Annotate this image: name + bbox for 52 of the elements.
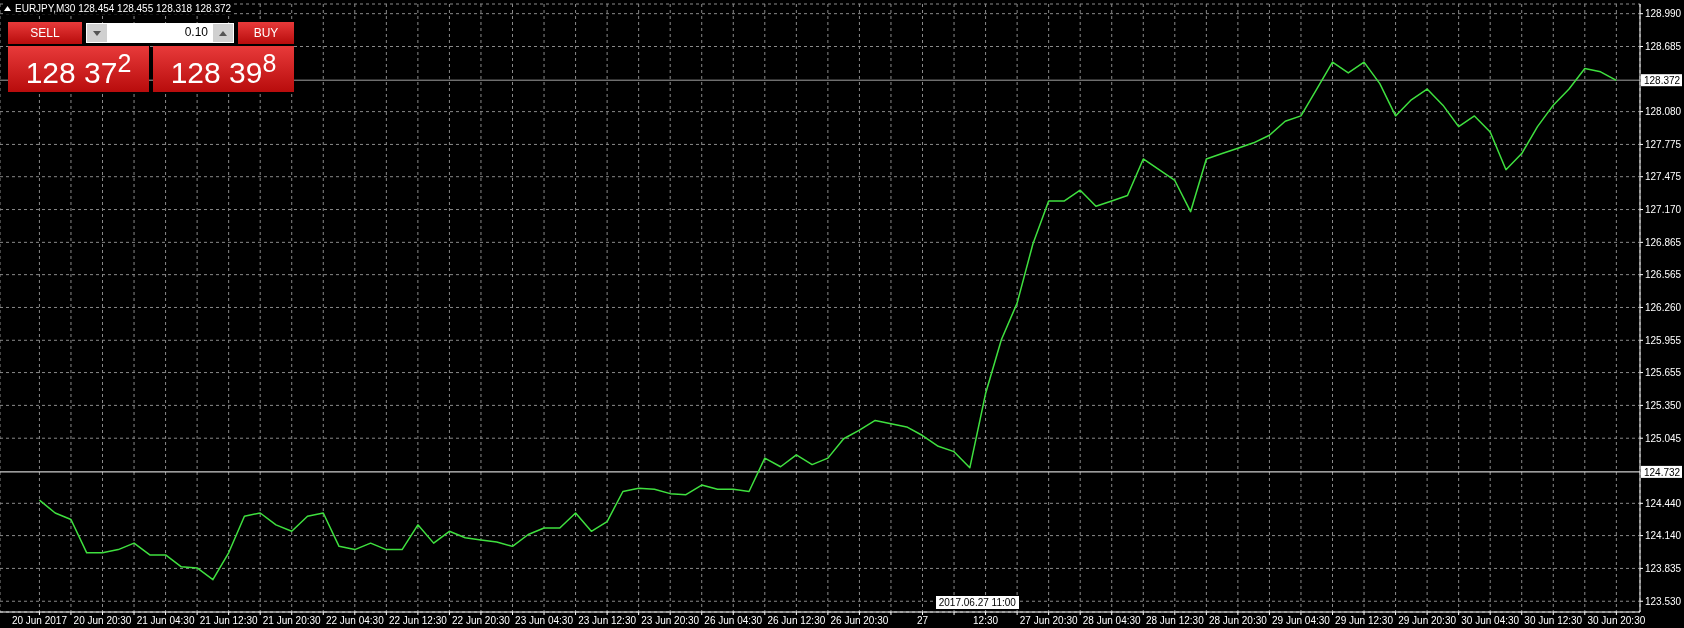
x-tick-label: 21 Jun 20:30	[262, 615, 322, 627]
ref-line-label: 124.732	[1644, 466, 1681, 478]
y-tick-label: 128.990	[1645, 8, 1682, 20]
x-tick-label: 28 Jun 04:30	[1082, 615, 1142, 627]
y-tick-label: 127.775	[1645, 138, 1682, 150]
y-tick-label: 126.865	[1645, 236, 1682, 248]
y-tick-label: 125.655	[1645, 367, 1682, 379]
x-tick-label: 22 Jun 12:30	[388, 615, 448, 627]
x-tick-label: 27	[916, 615, 929, 627]
y-tick-label: 128.080	[1645, 106, 1682, 118]
annotation: 128 39$^{8}$	[170, 48, 277, 90]
x-tick-label: 12:30	[973, 615, 999, 627]
x-tick-label: 28 Jun 12:30	[1145, 615, 1205, 627]
y-tick-label: 127.170	[1645, 204, 1682, 216]
y-tick-label: 126.565	[1645, 269, 1682, 281]
x-tick-label: 28 Jun 20:30	[1208, 615, 1268, 627]
x-tick-label: 20 Jun 2017	[11, 615, 68, 627]
x-tick-label: 21 Jun 04:30	[136, 615, 195, 627]
x-tick-label: 30 Jun 12:30	[1524, 615, 1583, 627]
chart-title: EURJPY,M30 128.454 128.455 128.318 128.372	[15, 3, 232, 14]
x-tick-label: 23 Jun 20:30	[641, 615, 700, 627]
x-tick-label: 26 Jun 20:30	[830, 615, 889, 627]
y-tick-label: 126.260	[1645, 302, 1682, 314]
y-tick-label: 123.835	[1645, 562, 1682, 574]
x-tick-label: 23 Jun 04:30	[515, 615, 574, 627]
x-tick-label: 27 Jun 20:30	[1019, 615, 1079, 627]
annotation: 0.10	[184, 25, 208, 39]
x-tick-label: 29 Jun 12:30	[1335, 615, 1394, 627]
y-tick-label: 125.350	[1645, 399, 1682, 411]
y-tick-label: 127.475	[1645, 171, 1682, 183]
y-tick-label: 128.685	[1645, 41, 1682, 53]
x-tick-label: 26 Jun 04:30	[704, 615, 763, 627]
annotation: 2017.06.27 11:00	[935, 596, 1019, 609]
y-tick-label: 123.530	[1645, 595, 1682, 607]
x-tick-label: 22 Jun 04:30	[325, 615, 385, 627]
x-tick-label: 23 Jun 12:30	[578, 615, 637, 627]
annotation: SELL	[8, 22, 82, 44]
x-tick-label: 20 Jun 20:30	[73, 615, 132, 627]
x-tick-label: 26 Jun 12:30	[767, 615, 826, 627]
x-tick-label: 21 Jun 12:30	[199, 615, 259, 627]
y-tick-label: 124.440	[1645, 497, 1682, 509]
x-tick-label: 30 Jun 20:30	[1587, 615, 1646, 627]
x-tick-label: 29 Jun 20:30	[1398, 615, 1457, 627]
y-tick-label: 124.140	[1645, 530, 1682, 542]
y-tick-label: 125.955	[1645, 334, 1682, 346]
annotation: 128 37$^{2}$	[25, 48, 132, 90]
ref-line-label: 128.372	[1644, 75, 1681, 87]
x-tick-label: 29 Jun 04:30	[1272, 615, 1331, 627]
x-tick-label: 30 Jun 04:30	[1461, 615, 1520, 627]
annotation: BUY	[238, 22, 294, 44]
x-tick-label: 22 Jun 20:30	[452, 615, 511, 627]
y-tick-label: 125.045	[1645, 432, 1682, 444]
